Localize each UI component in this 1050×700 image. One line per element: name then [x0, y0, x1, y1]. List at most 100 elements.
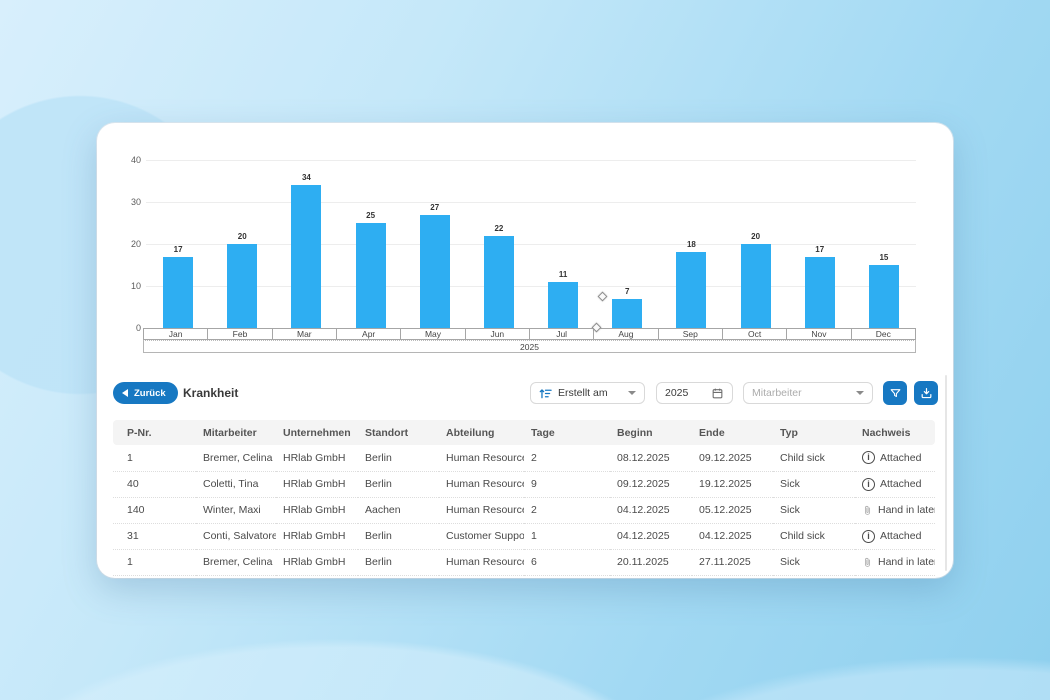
column-header: Beginn [610, 420, 692, 445]
y-axis-tick: 10 [130, 281, 141, 291]
filter-button[interactable] [883, 381, 907, 405]
info-circle-icon: i [862, 451, 875, 465]
info-circle-icon: i [862, 529, 875, 543]
sickness-table: P-Nr. Mitarbeiter Unternehmen Standort Abtei… [113, 420, 935, 576]
bar-value-label: 20 [237, 232, 247, 241]
x-axis-month-cell: May [401, 329, 466, 339]
table-cell: 6 [524, 549, 610, 576]
table-cell: Bremer, Celina [196, 549, 276, 576]
bar-may[interactable] [419, 214, 450, 328]
table-cell: Human Resources [439, 549, 524, 576]
nachweis-label: Hand in later [878, 504, 935, 516]
column-header: Unternehmen [276, 420, 358, 445]
table-cell: Human Resources [439, 471, 524, 498]
table-cell: 08.12.2025 [610, 445, 692, 472]
x-axis-month-cell: Mar [273, 329, 337, 339]
y-axis-tick: 30 [130, 197, 141, 207]
table-cell: 140 [113, 497, 196, 524]
chart-x-axis-year: 2025 [143, 340, 916, 353]
table-cell: HRlab GmbH [276, 471, 358, 498]
column-header: Nachweis [855, 420, 935, 445]
table-cell: 40 [113, 471, 196, 498]
table-cell: HRlab GmbH [276, 497, 358, 524]
bar-value-label: 18 [686, 240, 696, 250]
table-row[interactable]: 40 Coletti, Tina HRlab GmbH Berlin Human Res… [113, 471, 935, 498]
nachweis-cell: Hand in later [855, 549, 935, 576]
back-arrow-icon [122, 389, 128, 397]
sort-dropdown[interactable]: Erstellt am [530, 382, 645, 404]
table-cell: HRlab GmbH [276, 445, 358, 472]
gridline [146, 202, 916, 203]
x-axis-month-cell: Oct [723, 329, 788, 339]
download-icon [920, 387, 933, 400]
table-row[interactable]: 140 Winter, Maxi HRlab GmbH Aachen Human Res… [113, 497, 935, 524]
nachweis-cell: Hand in later [855, 497, 935, 524]
bar-mar[interactable] [291, 185, 322, 328]
table-cell: 9 [524, 471, 610, 498]
selection-handle-icon[interactable] [597, 291, 608, 302]
table-cell: Human Resources [439, 497, 524, 524]
y-axis-tick: 20 [130, 239, 141, 249]
bar-jan[interactable] [163, 256, 194, 328]
employee-dropdown-placeholder: Mitarbeiter [752, 387, 802, 399]
y-axis-tick: 40 [130, 155, 141, 165]
year-input-value: 2025 [665, 387, 689, 399]
table-body: 1 Bremer, Celina HRlab GmbH Berlin Human Res… [113, 445, 935, 576]
bar-aug[interactable] [612, 298, 643, 328]
x-axis-month-cell: Nov [787, 329, 852, 339]
table-row[interactable]: 1 Bremer, Celina HRlab GmbH Berlin Human Res… [113, 549, 935, 576]
table-row[interactable]: 31 Conti, Salvatore HRlab GmbH Berlin Custom… [113, 523, 935, 550]
bar-oct[interactable] [740, 244, 771, 328]
column-header: Standort [358, 420, 439, 445]
page-title: Krankheit [183, 386, 239, 400]
table-cell: 04.12.2025 [610, 523, 692, 550]
table-cell: Sick [773, 549, 855, 576]
table-cell: 31 [113, 523, 196, 550]
paperclip-icon [862, 505, 873, 516]
bar-jun[interactable] [483, 235, 514, 328]
sort-numeric-icon [539, 387, 552, 400]
back-button[interactable]: Zurück [113, 382, 178, 404]
table-cell: 1 [113, 549, 196, 576]
table-cell: 04.12.2025 [692, 523, 773, 550]
bar-value-label: 11 [558, 269, 568, 279]
table-cell: Coletti, Tina [196, 471, 276, 498]
bar-jul[interactable] [548, 281, 579, 328]
nachweis-label: Hand in later [878, 556, 935, 568]
download-button[interactable] [914, 381, 938, 405]
table-cell: Aachen [358, 497, 439, 524]
sort-dropdown-value: Erstellt am [558, 387, 608, 399]
bar-value-label: 17 [815, 244, 825, 254]
column-header: Abteilung [439, 420, 524, 445]
bar-value-label: 22 [494, 223, 504, 233]
table-cell: 09.12.2025 [692, 445, 773, 472]
info-circle-icon: i [862, 477, 875, 491]
bar-value-label: 7 [625, 286, 630, 296]
employee-dropdown[interactable]: Mitarbeiter [743, 382, 873, 404]
paperclip-icon [862, 557, 873, 568]
bar-nov[interactable] [804, 256, 835, 328]
table-row[interactable]: 1 Bremer, Celina HRlab GmbH Berlin Human Res… [113, 445, 935, 472]
bar-value-label: 25 [366, 211, 376, 220]
table-header-row: P-Nr. Mitarbeiter Unternehmen Standort Abtei… [113, 420, 935, 445]
x-axis-month-cell: Feb [208, 329, 273, 339]
sickness-bar-chart: 0 10 20 30 40 17 20 34 25 27 22 11 7 18 20 17 15 Jan Feb… [97, 123, 953, 355]
calendar-icon[interactable] [711, 387, 724, 400]
bar-sep[interactable] [676, 252, 707, 328]
bar-dec[interactable] [868, 265, 899, 328]
bar-value-label: 20 [751, 232, 761, 241]
table-cell: HRlab GmbH [276, 549, 358, 576]
back-button-label: Zurück [134, 387, 166, 399]
bar-apr[interactable] [355, 223, 386, 328]
year-input[interactable]: 2025 [656, 382, 733, 404]
x-axis-month-cell: Jul [530, 329, 595, 339]
nachweis-cell: i Attached [855, 523, 935, 550]
bar-feb[interactable] [227, 244, 258, 328]
scrollbar-track[interactable] [945, 375, 947, 571]
gridline [146, 160, 916, 161]
nachweis-label: Attached [880, 451, 922, 464]
table-cell: Conti, Salvatore [196, 523, 276, 550]
x-axis-month-cell: Jan [144, 329, 209, 339]
table-cell: 09.12.2025 [610, 471, 692, 498]
bar-value-label: 27 [430, 202, 440, 212]
